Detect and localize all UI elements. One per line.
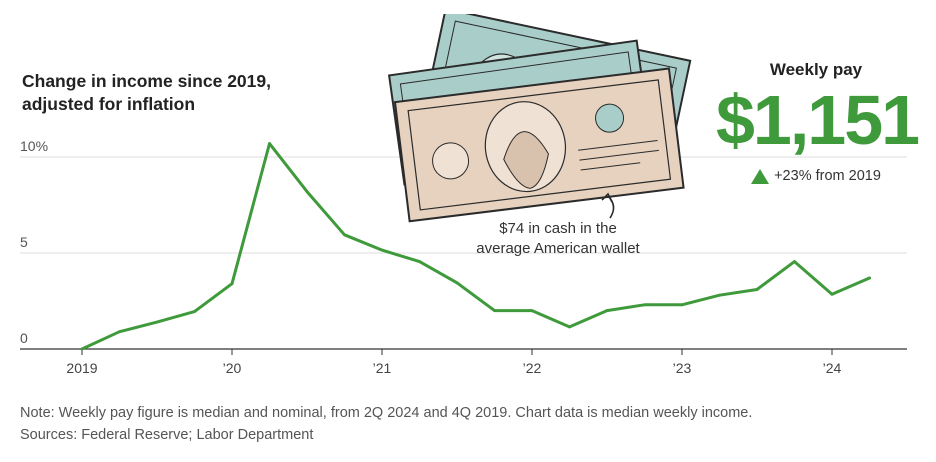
x-tick-label: ’21: [373, 360, 392, 376]
data-point: [755, 288, 759, 291]
data-point: [680, 303, 684, 307]
x-tick-label: ’22: [523, 360, 542, 376]
x-tick-label: ’20: [223, 360, 242, 376]
y-tick-label: 5: [20, 234, 28, 250]
data-point: [155, 320, 159, 324]
money-illustration: [387, 14, 692, 223]
data-point: [868, 276, 871, 280]
data-point: [643, 303, 646, 307]
kpi-change-text: +23% from 2019: [774, 168, 881, 184]
kpi-value: $1,151: [716, 81, 920, 159]
data-point: [568, 325, 571, 329]
x-axis-ticks: 2019 ’20 ’21 ’22 ’23 ’24: [66, 349, 842, 376]
data-point: [493, 309, 496, 312]
callout-caption: $74 in cash in the average American wall…: [440, 219, 676, 259]
kpi-change: +23% from 2019: [716, 168, 916, 184]
data-point: [418, 260, 421, 264]
callout-caption-line-2: average American wallet: [476, 240, 640, 257]
data-point: [830, 292, 834, 296]
data-point: [80, 347, 84, 351]
data-point: [605, 309, 609, 312]
weekly-pay-kpi: Weekly pay $1,151 +23% from 2019: [716, 60, 920, 184]
y-tick-label: 10%: [20, 138, 48, 154]
chart-title-line-1: Change in income since 2019,: [22, 71, 271, 91]
data-point: [343, 233, 346, 237]
footnote-sources: Sources: Federal Reserve; Labor Departme…: [20, 427, 314, 443]
series-layer: [80, 142, 871, 351]
data-point: [268, 142, 271, 145]
y-tick-label: 0: [20, 330, 28, 346]
callout-arrowhead-icon: [601, 192, 613, 203]
data-point: [530, 309, 534, 312]
y-axis-ticks: 10% 5 0: [20, 138, 48, 346]
callout-caption-line-1: $74 in cash in the: [499, 220, 617, 237]
chart-title-line-2: adjusted for inflation: [22, 94, 196, 114]
data-point: [230, 282, 234, 286]
x-tick-label: ’24: [823, 360, 842, 376]
x-tick-label: ’23: [673, 360, 692, 376]
series-line: [80, 142, 871, 351]
data-point: [118, 330, 121, 334]
data-point: [793, 260, 796, 264]
data-point: [455, 281, 459, 285]
x-tick-label: 2019: [66, 360, 97, 376]
kpi-label: Weekly pay: [769, 60, 863, 79]
footnotes: Note: Weekly pay figure is median and no…: [20, 402, 752, 446]
footnote-note: Note: Weekly pay figure is median and no…: [20, 405, 753, 421]
up-triangle-icon: [751, 168, 770, 184]
data-point: [305, 190, 309, 193]
data-point: [193, 310, 196, 313]
chart-title: Change in income since 2019, adjusted fo…: [22, 70, 322, 116]
front-bill-icon: [393, 67, 685, 223]
data-point: [380, 248, 384, 252]
data-point: [718, 293, 721, 297]
